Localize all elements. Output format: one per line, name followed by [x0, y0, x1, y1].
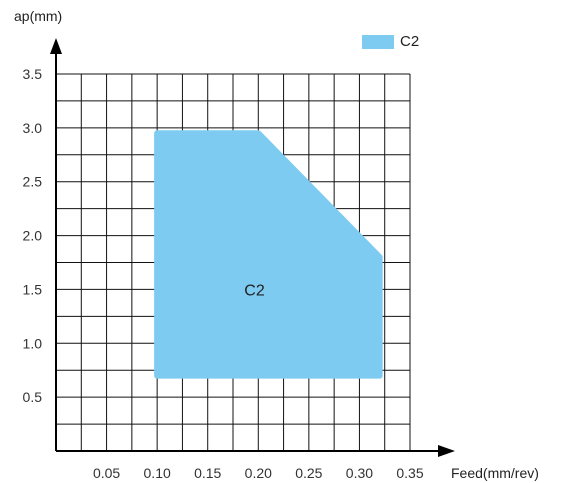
x-tick-label: 0.15: [194, 465, 221, 481]
y-tick-label: 3.5: [23, 66, 43, 82]
y-tick-label: 2.5: [23, 174, 43, 190]
region-c2: [154, 130, 383, 379]
x-tick-label: 0.05: [93, 465, 120, 481]
y-tick-label: 1.5: [23, 281, 43, 297]
y-tick-label: 3.0: [23, 120, 43, 136]
y-axis-arrow: [50, 38, 62, 54]
y-tick-label: 2.0: [23, 228, 43, 244]
legend: C2: [362, 33, 419, 50]
axes: [50, 38, 455, 457]
x-tick-label: 0.20: [245, 465, 272, 481]
x-tick-label: 0.30: [346, 465, 373, 481]
y-axis-title: ap(mm): [14, 8, 63, 24]
x-axis-arrow: [438, 445, 455, 457]
y-tick-label: 0.5: [23, 389, 43, 405]
y-tick-label: 1.0: [23, 335, 43, 351]
legend-swatch-c2: [362, 34, 394, 49]
x-axis-title: Feed(mm/rev): [451, 465, 539, 481]
x-tick-label: 0.35: [396, 465, 423, 481]
x-tick-label: 0.10: [144, 465, 171, 481]
tick-labels: 0.05 0.10 0.15 0.20 0.25 0.30 0.35 0.5 1.0 1.5 2.0…: [23, 66, 424, 481]
legend-label-c2: C2: [400, 33, 420, 50]
x-tick-label: 0.25: [295, 465, 322, 481]
region-layer: C2: [154, 130, 383, 379]
region-label-c2: C2: [244, 282, 265, 299]
